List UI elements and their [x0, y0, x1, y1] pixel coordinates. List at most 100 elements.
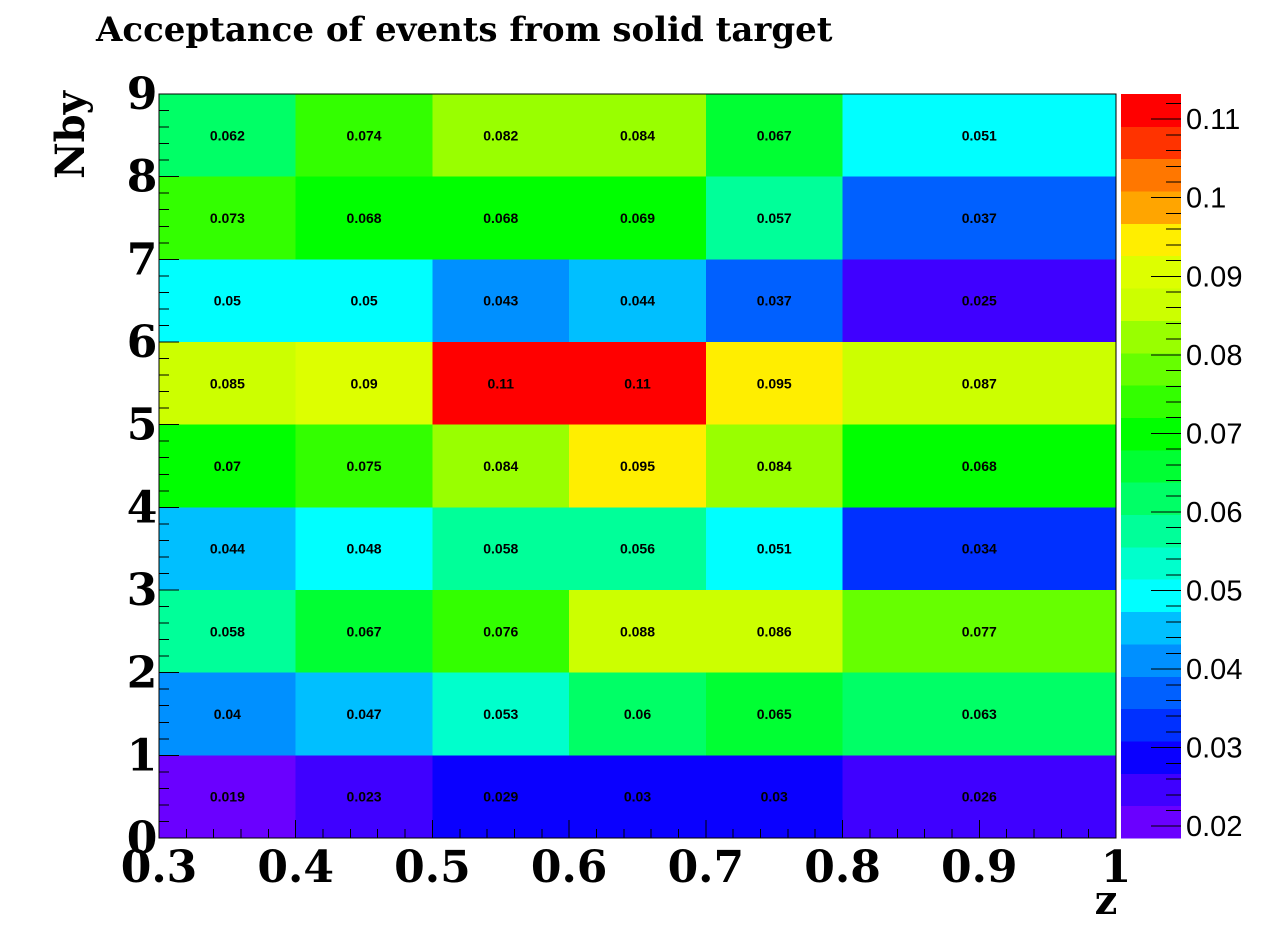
- cell-value-label: 0.082: [483, 127, 518, 143]
- heatmap-cell: [432, 176, 570, 260]
- cell-value-label: 0.051: [757, 541, 792, 557]
- x-axis-ticks: 0.3 0.4 0.5 0.6 0.7 0.8 0.9 1: [121, 820, 1132, 893]
- x-tick-label: 0.9: [941, 842, 1018, 893]
- heatmap-cell: [295, 590, 433, 673]
- heatmap-cell: [842, 672, 1116, 756]
- heatmap-cells: [159, 94, 1116, 838]
- cell-value-label: 0.063: [962, 706, 997, 722]
- heatmap-cell: [432, 94, 570, 177]
- cell-value-label: 0.057: [757, 210, 792, 226]
- heatmap-cell: [705, 342, 843, 425]
- y-tick-label: 3: [127, 565, 158, 616]
- y-tick-label: 1: [127, 730, 158, 781]
- y-axis-label: Nby: [47, 89, 94, 179]
- heatmap-cell: [432, 590, 570, 673]
- y-axis-ticks: 0 1 2 3 4 5 6 7 8 9: [127, 69, 179, 864]
- cell-value-label: 0.07: [214, 458, 241, 474]
- palette-tick-label: 0.07: [1186, 418, 1242, 450]
- palette-swatch: [1121, 676, 1181, 710]
- cell-value-label: 0.029: [483, 789, 518, 805]
- palette-swatch: [1121, 546, 1181, 580]
- cell-value-label: 0.048: [347, 541, 382, 557]
- heatmap-cell: [159, 342, 296, 425]
- heatmap-cell: [159, 424, 296, 508]
- palette-tick-label: 0.09: [1186, 261, 1242, 293]
- palette-swatch: [1121, 708, 1181, 742]
- x-tick-label: 0.3: [121, 842, 198, 893]
- cell-value-label: 0.076: [483, 623, 518, 639]
- heatmap-cell: [295, 176, 433, 260]
- cell-value-label: 0.069: [620, 210, 655, 226]
- heatmap-cell: [842, 424, 1116, 508]
- cell-value-label: 0.058: [483, 541, 518, 557]
- palette-swatch: [1121, 740, 1181, 774]
- cell-value-label: 0.03: [624, 789, 651, 805]
- y-tick-label: 9: [127, 69, 158, 120]
- cell-value-label: 0.026: [962, 789, 997, 805]
- cell-value-label: 0.087: [962, 375, 997, 391]
- heatmap-cell: [432, 259, 570, 342]
- x-tick-label: 0.6: [531, 842, 608, 893]
- palette-swatch: [1121, 449, 1181, 483]
- cell-value-label: 0.084: [757, 458, 792, 474]
- heatmap-cell: [569, 507, 706, 590]
- x-tick-label: 1: [1101, 842, 1132, 893]
- heatmap-cell: [432, 424, 570, 508]
- x-tick-label: 0.8: [804, 842, 881, 893]
- cell-value-label: 0.023: [347, 789, 382, 805]
- heatmap-cell: [569, 672, 706, 756]
- cell-value-label: 0.056: [620, 541, 655, 557]
- cell-value-label: 0.05: [214, 293, 241, 309]
- palette-tick-label: 0.11: [1186, 104, 1240, 136]
- palette-tick-label: 0.04: [1186, 654, 1242, 686]
- heatmap-cell: [295, 342, 433, 425]
- cell-value-label: 0.086: [757, 623, 792, 639]
- cell-value-label: 0.084: [620, 127, 655, 143]
- x-axis-label: z: [1095, 877, 1118, 924]
- cell-value-label: 0.068: [483, 210, 518, 226]
- heatmap-cell: [432, 672, 570, 756]
- cell-value-label: 0.044: [210, 541, 245, 557]
- cell-value-label: 0.044: [620, 293, 655, 309]
- cell-value-label: 0.11: [488, 375, 515, 391]
- heatmap-cell: [842, 259, 1116, 342]
- x-tick-label: 0.7: [668, 842, 745, 893]
- palette-swatch: [1121, 126, 1181, 160]
- y-tick-label: 2: [127, 648, 158, 699]
- heatmap-cell: [842, 507, 1116, 590]
- cell-value-labels: 0.019 0.023 0.029 0.03 0.03 0.026 0.04 0.047 0.0…: [210, 127, 997, 804]
- heatmap-cell: [842, 590, 1116, 673]
- cell-value-label: 0.067: [347, 623, 382, 639]
- chart-title: Acceptance of events from solid target: [95, 10, 833, 50]
- heatmap-cell: [295, 424, 433, 508]
- heatmap-cell: [432, 342, 570, 425]
- heatmap-cell: [159, 755, 296, 838]
- heatmap-cell: [295, 672, 433, 756]
- palette-swatch: [1121, 320, 1181, 354]
- cell-value-label: 0.065: [757, 706, 792, 722]
- cell-value-label: 0.084: [483, 458, 518, 474]
- cell-value-label: 0.095: [757, 375, 792, 391]
- palette-tick-label: 0.03: [1186, 733, 1242, 765]
- cell-value-label: 0.075: [347, 458, 382, 474]
- heatmap-cell: [705, 755, 843, 838]
- heatmap-cell: [159, 259, 296, 342]
- cell-value-label: 0.043: [483, 293, 518, 309]
- heatmap-cell: [842, 176, 1116, 260]
- y-tick-label: 5: [127, 400, 158, 451]
- y-tick-label: 0: [127, 813, 158, 864]
- cell-value-label: 0.11: [624, 375, 651, 391]
- cell-value-label: 0.062: [210, 127, 245, 143]
- cell-value-label: 0.077: [962, 623, 997, 639]
- cell-value-label: 0.04: [214, 706, 241, 722]
- heatmap-cell: [295, 507, 433, 590]
- heatmap-cell: [705, 94, 843, 177]
- cell-value-label: 0.06: [624, 706, 651, 722]
- cell-value-label: 0.085: [210, 375, 245, 391]
- heatmap-cell: [159, 94, 296, 177]
- x-tick-label: 0.4: [257, 842, 334, 893]
- heatmap-cell: [705, 176, 843, 260]
- x-tick-label: 0.5: [394, 842, 471, 893]
- heatmap-cell: [569, 94, 706, 177]
